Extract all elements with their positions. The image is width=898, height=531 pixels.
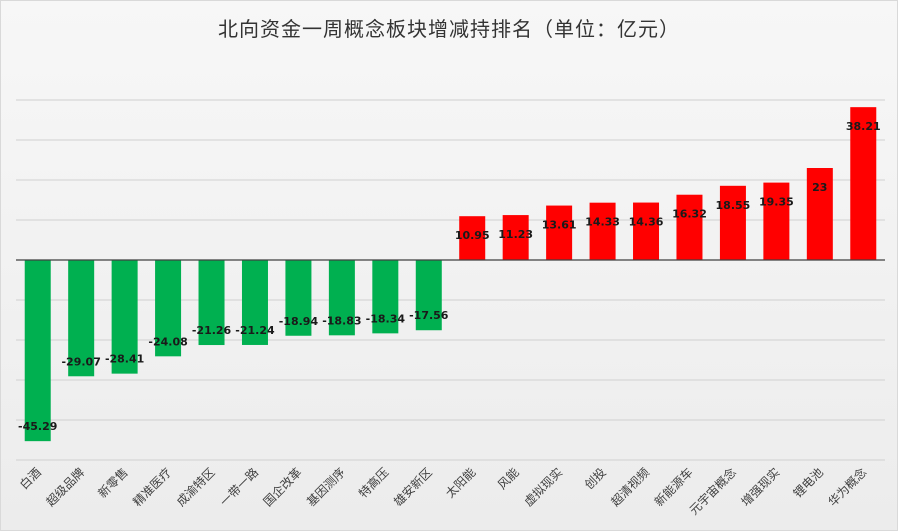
data-label-20: 38.21 [846,120,881,133]
data-label-2: -29.07 [61,355,100,368]
category-label-20: 华为概念 [825,465,870,510]
bar-6 [241,260,268,345]
category-label-12: 风能 [495,465,522,492]
data-label-1: -45.29 [18,420,57,433]
bar-8 [328,260,355,336]
category-label-17: 元宇宙概念 [686,465,739,518]
category-label-8: 基因测序 [303,465,348,510]
category-label-5: 成渝特区 [173,465,218,510]
bar-13 [546,205,573,260]
category-label-13: 虚拟现实 [521,465,566,510]
bar-5 [198,260,225,346]
category-label-15: 超清视频 [608,465,653,510]
data-label-7: -18.94 [279,315,319,328]
data-label-15: 14.36 [629,216,664,229]
data-label-17: 18.55 [716,199,751,212]
category-label-3: 新零售 [95,465,131,501]
bar-11 [459,216,486,260]
bar-2 [68,260,95,377]
category-label-6: 一带一路 [217,465,262,510]
bar-20 [850,107,877,260]
data-label-12: 11.23 [498,228,533,241]
bar-7 [285,260,312,336]
category-label-4: 精准医疗 [130,465,174,509]
bar-14 [589,202,616,260]
data-label-14: 14.33 [585,216,620,229]
bar-15 [633,202,660,260]
bar-18 [763,182,790,260]
gridlines [16,99,885,461]
category-label-9: 特高压 [355,465,391,501]
data-label-16: 16.32 [672,208,707,221]
data-label-6: -21.24 [235,324,275,337]
data-label-10: -17.56 [409,309,449,322]
category-label-1: 白酒 [16,465,44,493]
bar-9 [372,260,399,334]
data-label-4: -24.08 [148,335,187,348]
bar-3 [111,260,138,374]
data-label-11: 10.95 [455,229,490,242]
category-label-2: 超级品牌 [43,465,88,510]
bar-17 [719,185,746,260]
bar-4 [155,260,182,357]
data-label-5: -21.26 [192,324,232,337]
category-label-10: 雄安新区 [390,465,435,510]
data-label-8: -18.83 [322,314,361,327]
data-label-3: -28.41 [105,353,144,366]
data-label-18: 19.35 [759,196,794,209]
category-label-19: 锂电池 [790,465,826,501]
bar-19 [806,168,833,260]
chart-title: 北向资金一周概念板块增减持排名（单位：亿元） [218,17,680,41]
category-label-11: 太阳能 [442,465,478,501]
data-label-13: 13.61 [542,219,577,232]
category-label-14: 创投 [581,465,609,493]
bar-10 [415,260,442,331]
bar-1 [24,260,51,442]
data-label-19: 23 [812,181,827,194]
category-label-18: 增强现实 [738,465,783,510]
category-label-7: 国企改革 [260,465,305,510]
category-label-16: 新能源车 [651,465,696,510]
bar-12 [502,215,529,260]
bar-16 [676,194,703,260]
data-label-9: -18.34 [366,312,406,325]
